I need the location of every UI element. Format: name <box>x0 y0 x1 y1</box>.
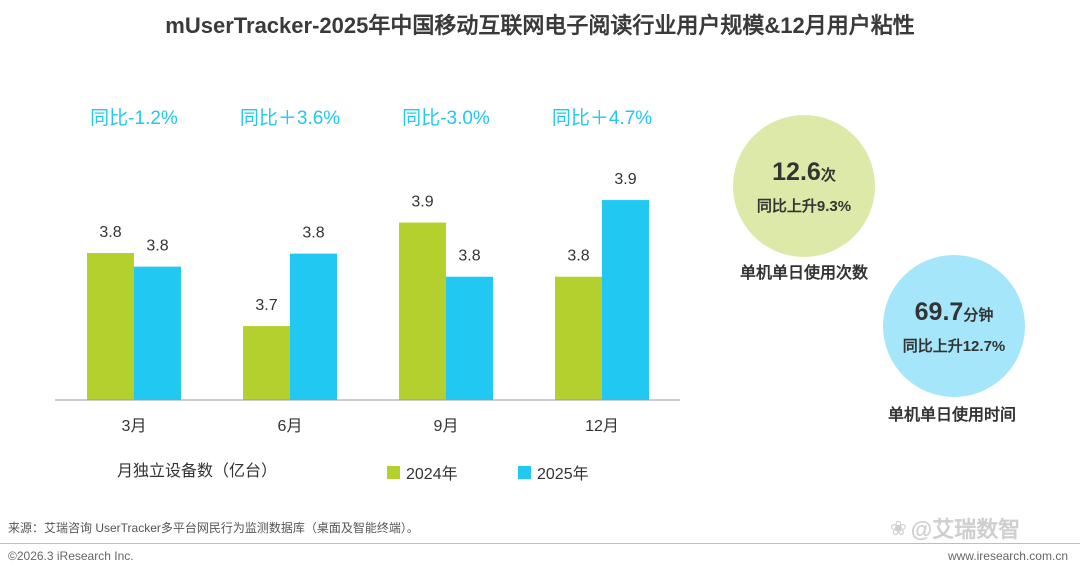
bar-2025年-3月 <box>134 266 181 400</box>
data-label-2025年-3月: 3.8 <box>146 238 168 255</box>
data-label-2024年-3月: 3.8 <box>99 224 121 241</box>
bar-2025年-12月 <box>602 200 649 400</box>
legend-swatch-2024 <box>387 465 400 479</box>
yoy-label-9月: 同比-3.0% <box>402 107 490 129</box>
duration-change: 同比上升12.7% <box>902 337 1006 355</box>
bar-2025年-9月 <box>446 276 493 400</box>
sessions-caption: 单机单日使用次数 <box>740 265 869 282</box>
copyright: ©2026.3 iResearch Inc. <box>8 549 134 563</box>
bar-2024年-9月 <box>399 222 446 400</box>
x-tick-label-3月: 3月 <box>122 418 147 435</box>
legend-label-2025: 2025年 <box>537 466 589 483</box>
data-label-2024年-6月: 3.7 <box>255 297 277 314</box>
duration-caption: 单机单日使用时间 <box>888 407 1017 424</box>
footer-divider <box>0 543 1080 544</box>
legend-swatch-2025 <box>518 465 531 479</box>
y-axis-label: 月独立设备数（亿台） <box>117 463 278 480</box>
bar-2024年-12月 <box>555 276 602 400</box>
x-tick-label-12月: 12月 <box>585 418 619 435</box>
legend-item-2025: 2025年 <box>518 460 589 484</box>
chart-title: mUserTracker-2025年中国移动互联网电子阅读行业用户规模&12月用… <box>165 13 915 38</box>
yoy-label-3月: 同比-1.2% <box>90 107 178 129</box>
bar-2024年-6月 <box>243 326 290 400</box>
sessions-value-line: 12.6次 <box>772 157 836 191</box>
yoy-label-12月: 同比＋4.7% <box>552 107 652 129</box>
duration-unit: 分钟 <box>963 306 994 324</box>
watermark-text: @艾瑞数智 <box>910 517 1021 542</box>
source-note: 来源：艾瑞咨询 UserTracker多平台网民行为监测数据库（桌面及智能终端）… <box>8 521 419 535</box>
data-label-2024年-9月: 3.9 <box>411 194 433 211</box>
x-tick-label-9月: 9月 <box>434 418 459 435</box>
legend-item-2024: 2024年 <box>387 460 458 484</box>
data-label-2025年-12月: 3.9 <box>614 171 636 188</box>
sessions-unit: 次 <box>820 166 836 184</box>
sessions-change: 同比上升9.3% <box>756 197 852 215</box>
duration-value: 69.7 <box>914 297 964 326</box>
bar-2025年-6月 <box>290 253 337 400</box>
sessions-value: 12.6 <box>772 157 821 186</box>
data-label-2025年-9月: 3.8 <box>458 248 480 265</box>
paw-icon: ❀ <box>890 517 907 540</box>
data-label-2024年-12月: 3.8 <box>567 248 589 265</box>
data-label-2025年-6月: 3.8 <box>302 225 324 242</box>
website-link[interactable]: www.iresearch.com.cn <box>947 549 1068 563</box>
duration-bubble: 69.7分钟 同比上升12.7% <box>883 255 1025 397</box>
duration-value-line: 69.7分钟 <box>915 297 994 331</box>
legend-label-2024: 2024年 <box>406 466 458 483</box>
bar-2024年-3月 <box>87 253 134 400</box>
sessions-bubble: 12.6次 同比上升9.3% <box>733 115 875 257</box>
watermark: ❀ @艾瑞数智 <box>890 512 1020 544</box>
x-tick-label-6月: 6月 <box>278 418 303 435</box>
yoy-label-6月: 同比＋3.6% <box>240 107 340 129</box>
